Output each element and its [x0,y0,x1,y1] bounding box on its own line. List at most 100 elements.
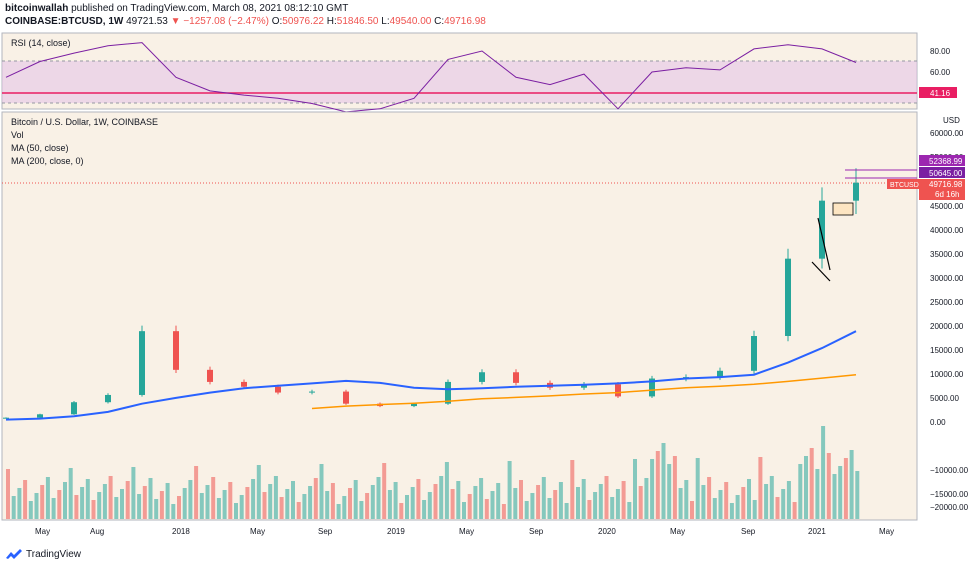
close-value: 49716.98 [444,16,486,27]
support-box[interactable] [832,202,854,216]
volume-bar [712,498,717,519]
volume-bar [610,497,615,519]
volume-bar [758,457,763,519]
volume-bar [11,496,16,519]
author-name[interactable]: bitcoinwallah [5,3,69,14]
volume-bar [308,486,313,519]
candle-body [173,331,179,370]
volume-bar [809,448,814,519]
time-axis[interactable]: May Aug 2018 May Sep 2019 May Sep 2020 M… [35,527,894,536]
rsi-scale-60: 60.00 [930,68,951,77]
volume-bar [410,487,415,519]
candle-body [785,258,791,336]
volume-bar [479,478,484,519]
trendline-lower[interactable] [811,261,831,282]
volume-bar [382,463,387,519]
time-label: May [459,527,474,536]
volume-bar [838,466,843,519]
countdown-text: 6d 16h [935,190,959,199]
volume-bar [165,483,170,519]
price-change: −1257.08 (−2.47%) [183,16,269,27]
volume-bar [564,503,569,519]
candle-body [819,200,825,259]
candle-body [717,370,723,378]
volume-bar [296,502,301,519]
volume-bar [399,503,404,519]
volume-bar [17,488,22,519]
volume-bar [148,478,153,519]
volume-bar [416,479,421,519]
volume-bar [393,482,398,519]
price-scale-label: 60000.00 [930,129,964,138]
volume-bar [678,488,683,519]
volume-bar [45,477,50,519]
low-label: L: [381,16,390,27]
rsi-line [5,42,857,113]
volume-bar [655,451,660,519]
volume-bar [211,477,216,519]
time-label: May [250,527,265,536]
rsi-value-tag [919,87,957,98]
rsi-panel[interactable]: RSI (14, close) 80.00 60.00 41.16 [1,32,957,113]
volume-bar [524,501,529,519]
volume-bar [547,498,552,519]
open-value: 50976.22 [282,16,324,27]
volume-bar [661,443,666,519]
volume-bar [826,453,831,519]
volume-bar [285,489,290,519]
volume-bar [234,503,238,519]
price-tag-1-text: 52368.99 [929,157,963,166]
volume-bar [336,504,341,519]
volume-bar [97,492,102,519]
price-panel[interactable]: Bitcoin / U.S. Dollar, 1W, COINBASE Vol … [1,111,969,521]
volume-bar [775,497,780,519]
legend-volume: Vol [11,130,24,140]
volume-bar [724,482,729,519]
price-scale[interactable]: 60000.00 55000.00 45000.00 40000.00 3500… [930,129,969,512]
close-label: C: [434,16,445,27]
candle-body [309,391,315,393]
ticker-tag-text: BTCUSD [890,182,919,189]
volume-bar [376,477,381,519]
low-value: 49540.00 [389,16,432,27]
candle-body [751,336,757,371]
current-price-tag [919,179,965,200]
price-scale-label: 10000.00 [930,370,964,379]
volume-bar [615,489,620,519]
price-tag-2-text: 50645.00 [929,169,963,178]
ticker-tag [887,179,919,189]
volume-bar [729,503,734,519]
ma50-line [5,330,857,421]
price-panel-background [1,111,918,521]
time-label: May [670,527,685,536]
volume-bar [786,481,791,519]
volume-bar [353,480,358,519]
volume-bar [216,498,221,519]
ohlc-line: COINBASE:BTCUSD, 1W 49721.53 ▼ −1257.08 … [5,15,486,28]
candle-body [411,403,417,407]
price-scale-label: 25000.00 [930,298,964,307]
volume-bar [125,481,130,519]
price-tag-2 [919,167,965,178]
volume-bar [365,493,370,519]
volume-bar [718,490,723,519]
price-scale-label: 45000.00 [930,202,964,211]
volume-bar [490,491,495,519]
candle-body [479,372,485,382]
volume-bar [530,493,535,519]
price-scale-label: 15000.00 [930,346,964,355]
tradingview-brand[interactable]: TradingView [5,548,81,562]
trendline-upper[interactable] [817,217,831,271]
volume-bar [256,465,261,519]
change-arrow-icon: ▼ [170,16,181,27]
rsi-band [2,61,917,103]
time-label: 2021 [808,527,826,536]
volume-bar [342,496,347,519]
volume-bar [142,486,147,519]
legend-ma50: MA (50, close) [11,143,69,153]
candle-body [139,331,145,395]
time-label: 2018 [172,527,190,536]
volume-bar [205,485,210,519]
volume-bar [604,476,609,519]
